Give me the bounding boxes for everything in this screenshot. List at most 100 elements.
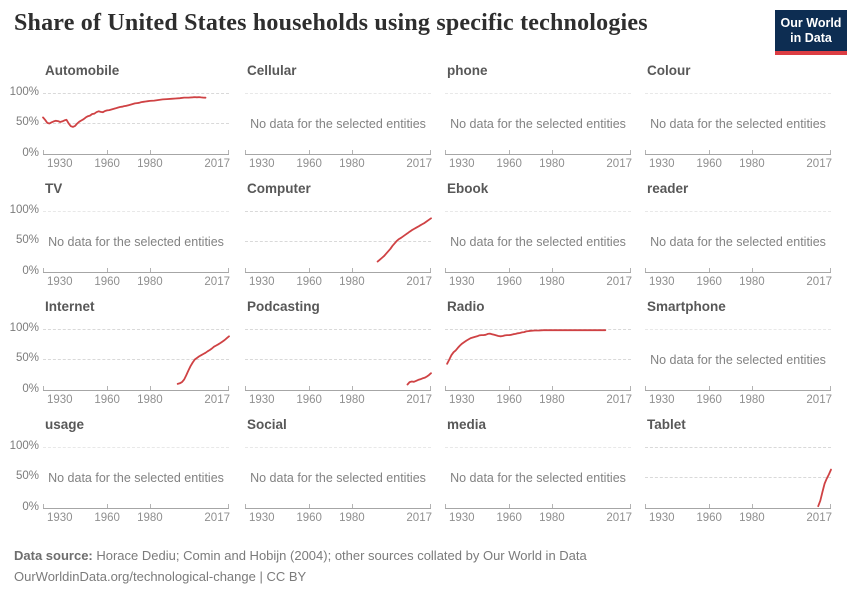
axis-tick	[509, 504, 511, 508]
axis-tick	[709, 504, 711, 508]
x-axis-label: 1960	[296, 512, 322, 524]
x-axis-label: 2017	[204, 276, 230, 288]
x-axis-label: 1960	[94, 276, 120, 288]
gridline-100pct	[645, 329, 831, 330]
x-axis-label: 2017	[806, 512, 832, 524]
x-axis-label: 1980	[739, 276, 765, 288]
axis-tick	[509, 386, 511, 390]
gridline-100pct	[645, 211, 831, 212]
facet-plot: No data for the selected entities	[645, 93, 831, 155]
y-axis-label: 100%	[9, 204, 39, 216]
x-axis-label: 1930	[649, 276, 675, 288]
y-axis-label: 50%	[15, 234, 39, 246]
facet-title: Tablet	[647, 417, 686, 432]
x-axis-labels: 1930 1960 1980 2017	[245, 276, 432, 290]
facet-panel: TV 100% 50% 0% No data for the selected enti…	[10, 181, 230, 293]
x-axis-labels: 1930 1960 1980 2017	[645, 512, 832, 526]
x-axis-label: 1930	[249, 512, 275, 524]
x-axis-label: 1960	[496, 158, 522, 170]
facet-title: Smartphone	[647, 299, 726, 314]
y-axis-label: 0%	[22, 501, 39, 513]
data-source-line: Data source: Horace Dediu; Comin and Hob…	[14, 545, 587, 566]
owid-logo-line1: Our World	[780, 16, 842, 30]
owid-url-link[interactable]: OurWorldinData.org/technological-change	[14, 569, 256, 584]
x-axis-label: 1960	[696, 158, 722, 170]
x-axis-label: 1960	[94, 158, 120, 170]
data-line	[376, 217, 432, 263]
gridline-50pct	[43, 123, 229, 124]
x-axis-label: 2017	[406, 394, 432, 406]
gridline-50pct	[43, 359, 229, 360]
x-axis-label: 1980	[539, 512, 565, 524]
y-axis-label: 0%	[22, 383, 39, 395]
axis-tick	[43, 504, 44, 508]
gridline-100pct	[43, 329, 229, 330]
facet-plot: 100% 50% 0% No data for the selected entiti…	[10, 440, 229, 513]
x-axis-labels: 1930 1960 1980 2017	[445, 158, 632, 172]
license-text: | CC BY	[255, 569, 307, 584]
axis-tick	[445, 386, 446, 390]
axis-tick	[709, 386, 711, 390]
facet-panel: Colour No data for the selected entities 1…	[645, 63, 832, 175]
x-axis-label: 1930	[449, 276, 475, 288]
axis-tick	[430, 386, 431, 390]
facet-plot	[245, 329, 432, 391]
x-axis-labels: 1930 1960 1980 2017	[645, 158, 832, 172]
x-axis-label: 1960	[696, 512, 722, 524]
axis-tick	[309, 504, 311, 508]
axis-tick	[228, 150, 229, 154]
axis-tick	[351, 504, 353, 508]
axis-tick	[551, 504, 553, 508]
no-data-message: No data for the selected entities	[450, 470, 626, 485]
gridline-100pct	[445, 329, 631, 330]
axis-tick	[509, 150, 511, 154]
facet-title: Podcasting	[247, 299, 320, 314]
x-axis-label: 2017	[606, 512, 632, 524]
gridline-100pct	[245, 93, 431, 94]
gridline-100pct	[245, 447, 431, 448]
x-axis-label: 1960	[296, 158, 322, 170]
data-line	[446, 329, 607, 365]
y-axis-label: 100%	[9, 322, 39, 334]
y-axis-label: 50%	[15, 116, 39, 128]
facet-title: Colour	[647, 63, 691, 78]
x-axis-label: 1960	[496, 394, 522, 406]
x-axis-labels: 1930 1960 1980 2017	[645, 276, 832, 290]
x-axis-label: 2017	[806, 276, 832, 288]
x-axis-label: 1930	[249, 394, 275, 406]
owid-logo[interactable]: Our World in Data	[775, 10, 847, 55]
x-axis-labels: 1930 1960 1980 2017	[245, 158, 432, 172]
no-data-message: No data for the selected entities	[250, 470, 426, 485]
x-axis-label: 1980	[739, 512, 765, 524]
facet-plot	[245, 211, 432, 273]
x-axis-label: 1980	[539, 276, 565, 288]
axis-tick	[43, 150, 44, 154]
no-data-message: No data for the selected entities	[650, 234, 826, 249]
facet-panel: reader No data for the selected entities 1…	[645, 181, 832, 293]
x-axis-labels: 1930 1960 1980 2017	[445, 394, 632, 408]
facet-plot: No data for the selected entities	[245, 93, 431, 155]
axis-tick	[830, 268, 831, 272]
axis-tick	[709, 150, 711, 154]
gridline-100pct	[645, 93, 831, 94]
axis-tick	[430, 150, 431, 154]
owid-logo-line2: in Data	[790, 31, 832, 45]
gridline-100pct	[245, 329, 431, 330]
facet-title: Internet	[45, 299, 95, 314]
axis-tick	[630, 150, 631, 154]
axis-tick	[630, 504, 631, 508]
axis-tick	[751, 150, 753, 154]
facet-title: Social	[247, 417, 287, 432]
y-axis-label: 50%	[15, 470, 39, 482]
facet-panel: Computer 1930 1960 1980 2017	[245, 181, 432, 293]
facet-plot: No data for the selected entities	[645, 329, 831, 391]
x-axis-label: 2017	[406, 512, 432, 524]
x-axis-label: 1930	[649, 512, 675, 524]
axis-tick	[43, 386, 44, 390]
y-axis-label: 0%	[22, 265, 39, 277]
x-axis-labels: 1930 1960 1980 2017	[43, 394, 230, 408]
facet-title: usage	[45, 417, 85, 432]
axis-tick	[630, 268, 631, 272]
data-line	[817, 468, 832, 508]
